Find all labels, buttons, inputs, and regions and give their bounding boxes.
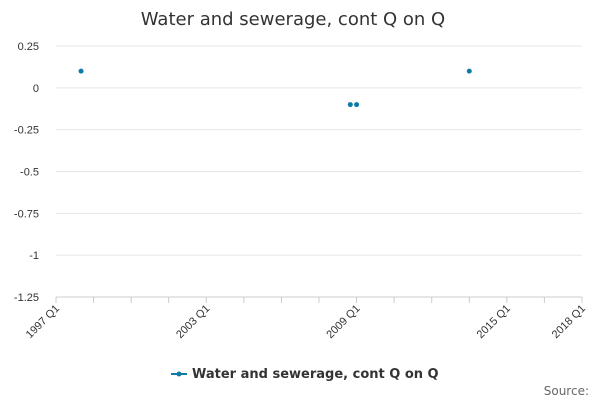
data-points xyxy=(78,68,472,108)
x-tick-label: 2003 Q1 xyxy=(174,303,212,341)
data-point xyxy=(354,102,360,108)
x-axis: 1997 Q1 2003 Q1 2009 Q1 2015 Q1 2018 Q1 xyxy=(24,296,588,341)
source-credit: Source: xyxy=(544,384,589,398)
y-tick-label: -0.75 xyxy=(14,208,39,220)
legend[interactable]: Water and sewerage, cont Q on Q xyxy=(171,367,439,382)
chart-title: Water and sewerage, cont Q on Q xyxy=(141,9,445,30)
legend-label[interactable]: Water and sewerage, cont Q on Q xyxy=(192,367,439,382)
x-tick-label: 1997 Q1 xyxy=(24,303,62,341)
y-tick-label: -0.25 xyxy=(14,125,39,137)
x-tick-label: 2009 Q1 xyxy=(324,303,362,341)
data-point xyxy=(78,68,84,74)
data-point xyxy=(466,68,472,74)
y-tick-label: 0 xyxy=(33,83,39,95)
y-tick-label: -1 xyxy=(29,250,39,262)
y-tick-label: 0.25 xyxy=(18,41,39,53)
x-tick-label: 2018 Q1 xyxy=(550,303,588,341)
x-tick-label: 2015 Q1 xyxy=(475,303,513,341)
y-axis-ticks: 0.25 0 -0.25 -0.5 -0.75 -1 -1.25 xyxy=(14,41,39,304)
y-tick-label: -1.25 xyxy=(14,292,39,304)
y-tick-label: -0.5 xyxy=(20,167,39,179)
grid xyxy=(56,45,582,298)
data-point xyxy=(347,102,353,108)
legend-dot-marker xyxy=(176,371,182,377)
